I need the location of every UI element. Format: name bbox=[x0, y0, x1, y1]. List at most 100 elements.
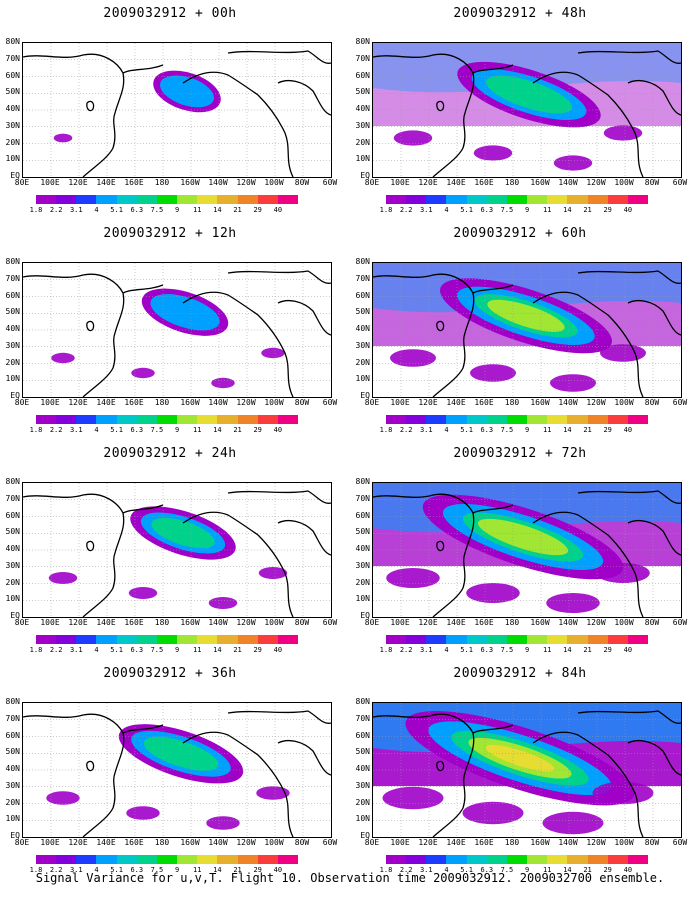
colorbar-label: 2.2 bbox=[399, 646, 413, 654]
lat-label: 10N bbox=[355, 154, 370, 164]
colorbar-label: 5.1 bbox=[460, 646, 473, 654]
coastline bbox=[627, 80, 681, 116]
lat-label: 40N bbox=[5, 544, 20, 553]
variance-patch bbox=[53, 133, 73, 143]
colorbar-swatch bbox=[446, 195, 467, 204]
colorbar-label: 4 bbox=[94, 426, 99, 434]
lon-label: 100W bbox=[614, 618, 634, 627]
colorbar-swatch bbox=[587, 415, 608, 424]
lat-label: 20N bbox=[355, 577, 370, 587]
lat-label: EQ bbox=[10, 171, 20, 180]
colorbar-label: 40 bbox=[623, 426, 633, 434]
coastline bbox=[86, 540, 95, 552]
lon-label: 60W bbox=[322, 618, 338, 627]
colorbar-label: 9 bbox=[524, 426, 530, 434]
lon-label: 180 bbox=[154, 398, 170, 407]
colorbar-swatch bbox=[386, 635, 407, 644]
lat-label: EQ bbox=[360, 171, 370, 180]
lon-label: 80E bbox=[364, 838, 380, 847]
lon-label: 100E bbox=[40, 838, 60, 847]
coastline bbox=[627, 520, 681, 556]
lon-label: 60W bbox=[672, 398, 688, 407]
colorbar-swatch bbox=[237, 855, 258, 864]
colorbar-label: 4 bbox=[444, 206, 449, 214]
colorbar-swatch bbox=[36, 415, 57, 424]
colorbar-swatch bbox=[197, 855, 218, 864]
coastline bbox=[436, 540, 445, 552]
colorbar bbox=[36, 195, 299, 204]
map-panel: 2009032912 + 00h 80N 70N 60N 50N 40N 30N 20N 10N… bbox=[0, 0, 340, 222]
colorbar-swatch bbox=[177, 415, 198, 424]
lat-label: 50N bbox=[5, 747, 20, 757]
variance-patch bbox=[600, 344, 646, 362]
lat-label: 20N bbox=[5, 137, 20, 147]
coastline bbox=[86, 100, 95, 112]
lat-label: 50N bbox=[355, 307, 370, 317]
colorbar-swatch bbox=[277, 195, 299, 204]
lat-label: 50N bbox=[5, 527, 20, 537]
colorbar-label: 29 bbox=[253, 866, 262, 874]
colorbar-swatch bbox=[237, 415, 258, 424]
coastline bbox=[227, 270, 331, 284]
lat-label: 70N bbox=[355, 273, 370, 283]
lon-label: 100W bbox=[614, 398, 634, 407]
colorbar-labels: 1.8 2.2 3.1 4 5.1 6.3 7.5 9 11 14 21 29 40 bbox=[30, 206, 298, 216]
variance-contour bbox=[487, 299, 565, 332]
colorbar-label: 29 bbox=[253, 646, 262, 654]
colorbar bbox=[386, 635, 649, 644]
variance-contour bbox=[485, 744, 555, 772]
lon-label: 180 bbox=[504, 398, 520, 407]
colorbar-swatch bbox=[36, 635, 57, 644]
lat-label: 40N bbox=[355, 324, 370, 333]
coastline bbox=[86, 760, 95, 772]
coastline bbox=[577, 710, 681, 724]
variance-patch bbox=[382, 786, 444, 810]
lat-label: 80N bbox=[355, 477, 370, 486]
colorbar-swatch bbox=[587, 635, 608, 644]
coastline bbox=[227, 490, 331, 504]
lat-label: 30N bbox=[355, 780, 370, 790]
colorbar-label: 5.1 bbox=[110, 206, 123, 214]
colorbar-label: 2.2 bbox=[49, 206, 63, 214]
lat-label: 70N bbox=[5, 273, 20, 283]
colorbar-swatch bbox=[277, 635, 299, 644]
lat-label: 80N bbox=[355, 697, 370, 706]
coastline bbox=[182, 71, 294, 177]
map-plot bbox=[372, 702, 682, 838]
colorbar-label: 7.5 bbox=[150, 646, 164, 654]
lon-label: 140E bbox=[446, 618, 466, 627]
map-panel: 2009032912 + 24h 80N 70N 60N 50N 40N 30N 20N 10N… bbox=[0, 440, 340, 662]
panel-title: 2009032912 + 48h bbox=[453, 6, 587, 21]
colorbar-swatch bbox=[76, 855, 97, 864]
variance-patch bbox=[128, 587, 158, 599]
variance-contour bbox=[477, 518, 569, 556]
lat-label: 20N bbox=[355, 137, 370, 147]
lon-label: 140E bbox=[96, 838, 116, 847]
lat-label: 30N bbox=[355, 120, 370, 130]
lat-label: EQ bbox=[360, 831, 370, 840]
lon-label: 120W bbox=[586, 838, 606, 847]
colorbar-label: 6.3 bbox=[130, 426, 144, 434]
lon-label: 80E bbox=[364, 178, 380, 187]
figure-caption: Signal Variance for u,v,T. Flight 10. Ob… bbox=[35, 871, 665, 885]
colorbar-swatch bbox=[197, 415, 218, 424]
colorbar-label: 11 bbox=[193, 866, 202, 874]
lat-label: 10N bbox=[5, 154, 20, 164]
coastline bbox=[373, 493, 475, 617]
colorbar-swatch bbox=[116, 415, 137, 424]
coastline bbox=[577, 490, 681, 504]
colorbar-swatch bbox=[527, 195, 548, 204]
colorbar-swatch bbox=[96, 635, 117, 644]
variance-patch bbox=[131, 367, 155, 379]
colorbar-label: 9 bbox=[174, 206, 180, 214]
lat-label: 10N bbox=[5, 374, 20, 384]
lon-label: 140E bbox=[96, 398, 116, 407]
lon-label: 180 bbox=[154, 618, 170, 627]
coastline bbox=[577, 270, 681, 284]
lon-label: 120W bbox=[236, 838, 256, 847]
colorbar-label: 21 bbox=[233, 426, 242, 434]
coastline bbox=[122, 724, 164, 734]
lon-label: 100E bbox=[390, 618, 410, 627]
colorbar-swatch bbox=[426, 855, 447, 864]
colorbar bbox=[386, 855, 649, 864]
